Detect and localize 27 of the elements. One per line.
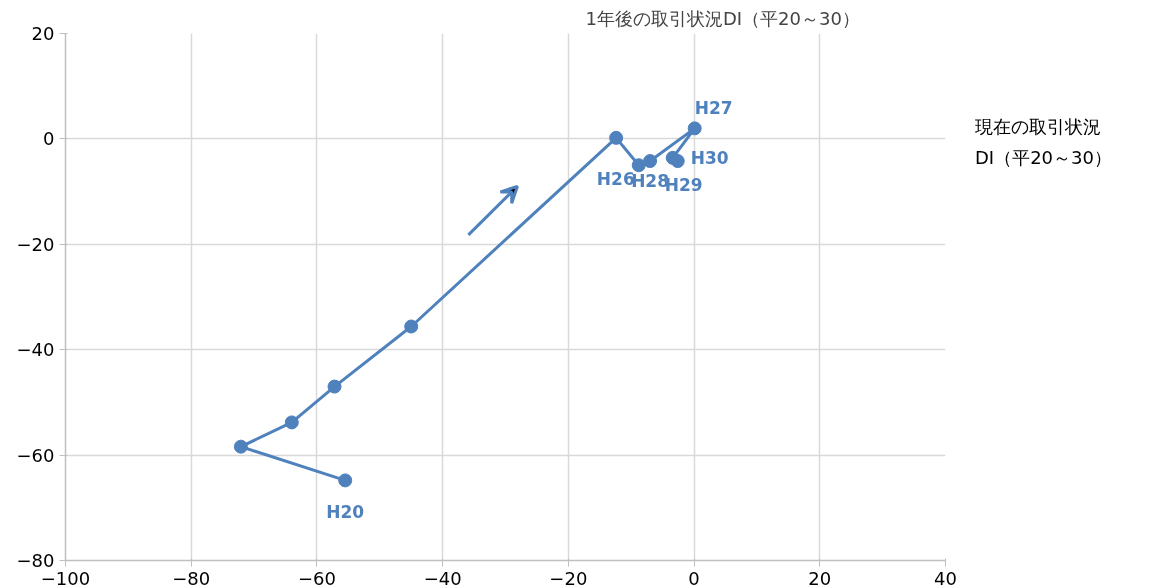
- point: [404, 319, 419, 334]
- x-tick-label: −80: [172, 567, 211, 587]
- point: [643, 154, 658, 169]
- point: [670, 154, 685, 169]
- y-tick-label: 20: [31, 23, 55, 44]
- y-tick-label: −40: [16, 339, 55, 361]
- y-tick-label: −20: [16, 233, 55, 255]
- point: [631, 158, 646, 173]
- point: [284, 415, 299, 430]
- y-tick-label: 0: [43, 128, 55, 150]
- x-tick-label: −60: [297, 567, 336, 587]
- x-axis-title: 現在の取引状況 DI（平20～30）: [975, 115, 1112, 170]
- annotation: H27: [694, 98, 733, 119]
- point: [233, 439, 248, 454]
- x-tick-label: 40: [934, 567, 957, 587]
- point: [609, 130, 624, 145]
- x-tick-label: −40: [423, 567, 462, 587]
- point: [327, 379, 342, 394]
- point: [338, 473, 353, 488]
- point: [687, 121, 702, 136]
- annotation: H30: [690, 147, 729, 168]
- y-axis-title: 1年後の取引状況DI（平20～30）: [585, 7, 860, 29]
- x-tick-label: 20: [808, 567, 832, 587]
- x-tick-label: 0: [688, 567, 700, 587]
- annotation: H20: [326, 502, 365, 523]
- x-tick-label: −20: [549, 567, 588, 587]
- y-tick-label: −60: [16, 444, 55, 466]
